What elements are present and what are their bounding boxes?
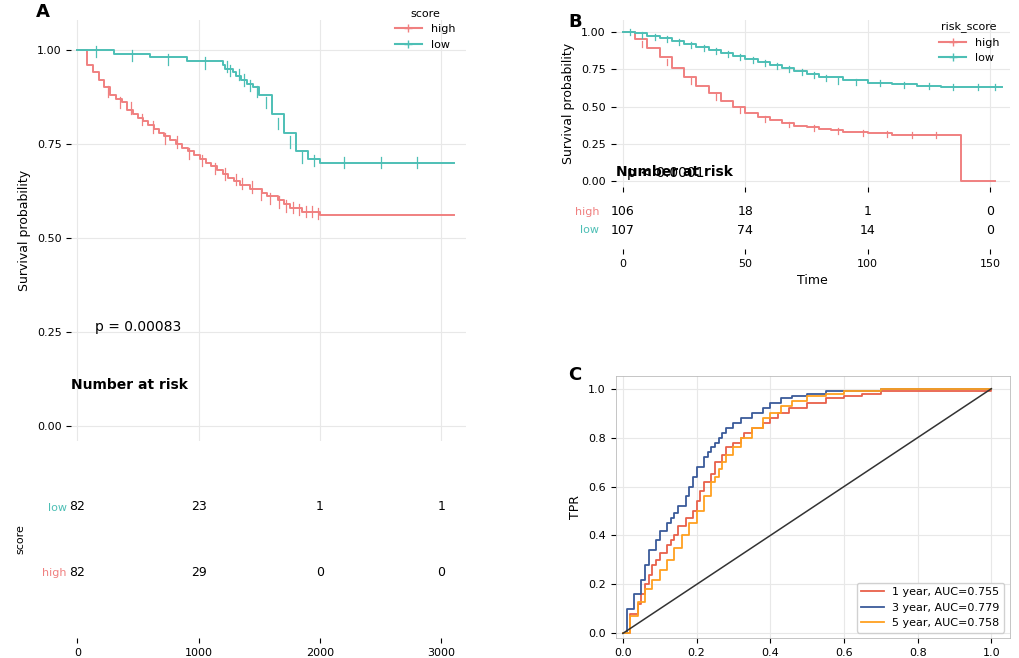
Text: 1: 1: [316, 500, 324, 513]
5 year, AUC=0.758: [715, 458, 728, 466]
Text: 74: 74: [737, 224, 752, 237]
Text: 0: 0: [437, 566, 445, 579]
Text: 82: 82: [69, 566, 86, 579]
5 year, AUC=0.758: [675, 532, 687, 540]
Text: 14: 14: [859, 224, 874, 237]
1 year, AUC=0.755: [911, 387, 923, 395]
Text: A: A: [36, 3, 50, 21]
Text: 0: 0: [985, 205, 994, 218]
5 year, AUC=0.758: [704, 478, 716, 486]
1 year, AUC=0.755: [616, 630, 629, 638]
Text: p = 0.00083: p = 0.00083: [95, 320, 181, 334]
5 year, AUC=0.758: [631, 613, 643, 620]
5 year, AUC=0.758: [675, 544, 687, 551]
Text: B: B: [568, 13, 581, 31]
Text: C: C: [568, 366, 581, 384]
5 year, AUC=0.758: [624, 630, 636, 638]
Text: 29: 29: [191, 566, 207, 579]
5 year, AUC=0.758: [712, 465, 725, 473]
X-axis label: Time: Time: [797, 274, 827, 287]
Text: 82: 82: [69, 500, 86, 513]
3 year, AUC=0.779: [911, 385, 923, 393]
5 year, AUC=0.758: [818, 390, 830, 397]
5 year, AUC=0.758: [683, 519, 695, 527]
1 year, AUC=0.755: [642, 570, 654, 578]
5 year, AUC=0.758: [646, 576, 658, 584]
Y-axis label: Survival probability: Survival probability: [18, 170, 32, 291]
Text: 0: 0: [985, 224, 994, 237]
5 year, AUC=0.758: [683, 532, 695, 540]
Text: p < 0.0001: p < 0.0001: [627, 166, 704, 180]
Text: Number at risk: Number at risk: [614, 165, 732, 179]
3 year, AUC=0.779: [719, 424, 732, 432]
Text: 1: 1: [863, 205, 871, 218]
5 year, AUC=0.758: [984, 385, 997, 393]
Line: 5 year, AUC=0.758: 5 year, AUC=0.758: [623, 389, 990, 634]
3 year, AUC=0.779: [656, 526, 668, 534]
5 year, AUC=0.758: [837, 387, 849, 395]
5 year, AUC=0.758: [704, 492, 716, 500]
5 year, AUC=0.758: [756, 414, 768, 422]
5 year, AUC=0.758: [660, 566, 673, 574]
Text: 1: 1: [437, 500, 445, 513]
5 year, AUC=0.758: [667, 556, 680, 564]
5 year, AUC=0.758: [690, 507, 702, 515]
5 year, AUC=0.758: [616, 630, 629, 638]
1 year, AUC=0.755: [667, 532, 680, 540]
Line: 3 year, AUC=0.779: 3 year, AUC=0.779: [623, 389, 990, 634]
5 year, AUC=0.758: [745, 424, 757, 432]
5 year, AUC=0.758: [774, 402, 787, 410]
Line: 1 year, AUC=0.755: 1 year, AUC=0.755: [623, 389, 990, 634]
Text: low: low: [580, 225, 598, 235]
5 year, AUC=0.758: [874, 385, 887, 393]
1 year, AUC=0.755: [800, 399, 812, 407]
Y-axis label: score: score: [15, 524, 25, 555]
1 year, AUC=0.755: [984, 385, 997, 393]
Text: high: high: [574, 207, 598, 216]
3 year, AUC=0.779: [646, 546, 658, 554]
5 year, AUC=0.758: [719, 451, 732, 459]
Text: 18: 18: [737, 205, 752, 218]
5 year, AUC=0.758: [660, 556, 673, 564]
1 year, AUC=0.755: [635, 590, 647, 598]
Legend: 1 year, AUC=0.755, 3 year, AUC=0.779, 5 year, AUC=0.758: 1 year, AUC=0.755, 3 year, AUC=0.779, 5 …: [856, 583, 1004, 633]
3 year, AUC=0.779: [660, 519, 673, 527]
5 year, AUC=0.758: [727, 443, 739, 451]
Legend: high, low: high, low: [933, 17, 1004, 68]
5 year, AUC=0.758: [624, 613, 636, 620]
Text: Number at risk: Number at risk: [71, 378, 189, 392]
Y-axis label: Survival probability: Survival probability: [561, 43, 575, 164]
1 year, AUC=0.755: [649, 561, 661, 569]
3 year, AUC=0.779: [708, 439, 720, 447]
5 year, AUC=0.758: [638, 586, 650, 594]
5 year, AUC=0.758: [690, 519, 702, 527]
Text: 107: 107: [610, 224, 634, 237]
5 year, AUC=0.758: [697, 492, 709, 500]
5 year, AUC=0.758: [786, 397, 798, 405]
Text: 23: 23: [191, 500, 207, 513]
5 year, AUC=0.758: [631, 597, 643, 605]
5 year, AUC=0.758: [667, 544, 680, 551]
5 year, AUC=0.758: [734, 434, 746, 442]
5 year, AUC=0.758: [708, 473, 720, 481]
5 year, AUC=0.758: [697, 507, 709, 515]
Text: 106: 106: [610, 205, 634, 218]
5 year, AUC=0.758: [646, 586, 658, 594]
3 year, AUC=0.779: [984, 385, 997, 393]
Text: 0: 0: [316, 566, 324, 579]
Legend: high, low: high, low: [389, 4, 460, 54]
Y-axis label: TPR: TPR: [569, 495, 582, 519]
5 year, AUC=0.758: [638, 597, 650, 605]
5 year, AUC=0.758: [800, 392, 812, 400]
3 year, AUC=0.779: [874, 385, 887, 393]
5 year, AUC=0.758: [653, 566, 665, 574]
5 year, AUC=0.758: [855, 387, 867, 395]
5 year, AUC=0.758: [911, 385, 923, 393]
5 year, AUC=0.758: [653, 576, 665, 584]
3 year, AUC=0.779: [616, 630, 629, 638]
5 year, AUC=0.758: [763, 409, 775, 417]
